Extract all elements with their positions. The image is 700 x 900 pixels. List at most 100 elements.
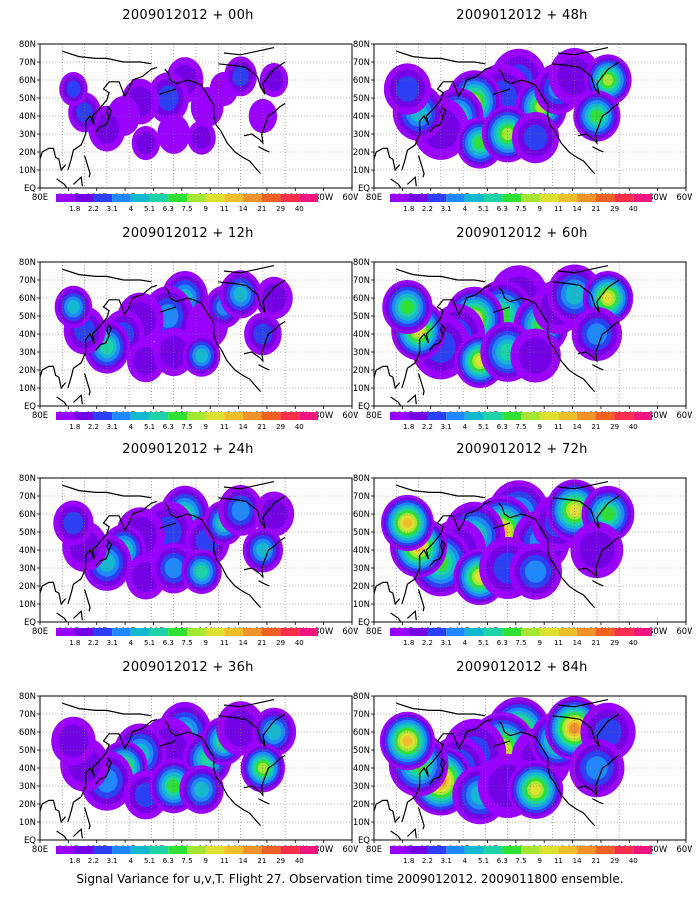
x-tick-label: 80W (648, 845, 668, 855)
colorbar-label: 9 (203, 423, 207, 431)
y-tick-label: EQ (358, 402, 370, 412)
colorbar-label: 14 (573, 639, 582, 647)
colorbar-label: 14 (573, 205, 582, 213)
coastline (56, 396, 68, 406)
colorbar-label: 6.3 (163, 639, 174, 647)
colorbar-swatch (205, 194, 225, 202)
coastline (552, 279, 620, 313)
coastline (498, 502, 596, 609)
coastline (592, 364, 604, 371)
panel-title: 2009012012 + 84h (456, 660, 588, 675)
colorbar: 1.8 2.2 3.1 4 5.1 6.3 7.5 9 11 14 21 29 40 (390, 194, 652, 213)
coastline (84, 155, 91, 178)
colorbar-swatch (446, 628, 465, 636)
colorbar-label: 29 (610, 205, 619, 213)
y-tick-label: 80N (353, 258, 370, 268)
colorbar: 1.8 2.2 3.1 4 5.1 6.3 7.5 9 11 14 21 29 40 (56, 412, 318, 431)
colorbar-swatch (205, 412, 225, 420)
y-tick-label: 80N (353, 474, 370, 484)
colorbar-label: 1.8 (69, 639, 80, 647)
colorbar-swatch (261, 194, 281, 202)
map-panel-00h: 2009012012 + 00h 80E100E120E140E160E1801… (18, 8, 358, 213)
colorbar-swatch (149, 846, 169, 854)
y-tick-label: 60N (19, 76, 36, 86)
colorbar-swatch (112, 412, 131, 420)
colorbar-label: 21 (257, 857, 266, 865)
colorbar-swatch (280, 194, 300, 202)
colorbar-swatch (446, 412, 465, 420)
coastline (406, 827, 417, 839)
colorbar-swatch (224, 846, 244, 854)
coastline (396, 484, 486, 499)
colorbar-swatch (56, 628, 75, 636)
colorbar-label: 7.5 (181, 205, 192, 213)
colorbar-swatch (595, 628, 615, 636)
coastline (557, 481, 609, 490)
colorbar-swatch (261, 846, 281, 854)
map-panel-36h: 2009012012 + 36h 80E100E120E140E160E1801… (18, 660, 358, 865)
x-tick-label: 80W (648, 193, 668, 203)
coastline (95, 539, 112, 567)
colorbar-swatch (74, 412, 94, 420)
colorbar-label: 3.1 (107, 639, 118, 647)
y-tick-label: 30N (353, 130, 370, 140)
y-tick-label: 40N (353, 764, 370, 774)
colorbar-swatch (224, 194, 244, 202)
y-tick-label: EQ (358, 618, 370, 628)
colorbar-swatch (243, 194, 262, 202)
colorbar-label: 5.1 (478, 423, 489, 431)
y-tick-label: 30N (353, 348, 370, 358)
coastline (390, 612, 402, 622)
colorbar-label: 5.1 (144, 205, 155, 213)
coastline (552, 495, 620, 529)
colorbar-swatch (112, 194, 131, 202)
colorbar-label: 6.3 (163, 423, 174, 431)
colorbar-label: 4 (129, 423, 134, 431)
panel-title: 2009012012 + 12h (122, 226, 254, 241)
coastline (243, 102, 286, 145)
coastline (557, 47, 609, 56)
colorbar-swatch (408, 628, 428, 636)
y-tick-label: 70N (19, 276, 36, 286)
colorbar-label: 7.5 (181, 857, 192, 865)
colorbar-label: 21 (591, 639, 600, 647)
coastline (40, 581, 67, 606)
coastline (396, 268, 486, 283)
colorbar-label: 21 (591, 423, 600, 431)
x-tick-label: 60W (676, 193, 692, 203)
colorbar-label: 2.2 (422, 205, 433, 213)
colorbar: 1.8 2.2 3.1 4 5.1 6.3 7.5 9 11 14 21 29 40 (390, 412, 652, 431)
colorbar-swatch (187, 628, 206, 636)
colorbar-swatch (502, 846, 521, 854)
colorbar-label: 9 (537, 639, 541, 647)
colorbar-label: 4 (463, 639, 468, 647)
colorbar-label: 40 (295, 639, 304, 647)
panel-title: 2009012012 + 60h (456, 226, 588, 241)
y-tick-label: 70N (19, 492, 36, 502)
colorbar-swatch (633, 628, 652, 636)
map-panel-48h: 2009012012 + 48h 80E100E120E140E160E1801… (352, 8, 692, 213)
colorbar-label: 14 (239, 205, 248, 213)
colorbar-swatch (633, 412, 652, 420)
y-tick-label: 50N (19, 94, 36, 104)
y-tick-label: 60N (19, 510, 36, 520)
y-tick-label: 10N (353, 600, 370, 610)
colorbar-swatch (577, 628, 596, 636)
x-tick-label: 80W (648, 627, 668, 637)
y-tick-label: EQ (24, 184, 36, 194)
colorbar-swatch (446, 194, 465, 202)
colorbar-swatch (168, 846, 187, 854)
colorbar-label: 2.2 (88, 205, 99, 213)
colorbar-swatch (483, 412, 503, 420)
colorbar-label: 1.8 (403, 423, 414, 431)
coastline (390, 178, 402, 188)
coastline (258, 580, 270, 587)
variance-contour (523, 124, 548, 151)
y-tick-label: 10N (19, 600, 36, 610)
colorbar-swatch (390, 194, 409, 202)
colorbar-swatch (187, 194, 206, 202)
y-tick-label: 20N (353, 582, 370, 592)
y-tick-label: 30N (19, 782, 36, 792)
coastline (493, 740, 511, 747)
colorbar-swatch (390, 412, 409, 420)
